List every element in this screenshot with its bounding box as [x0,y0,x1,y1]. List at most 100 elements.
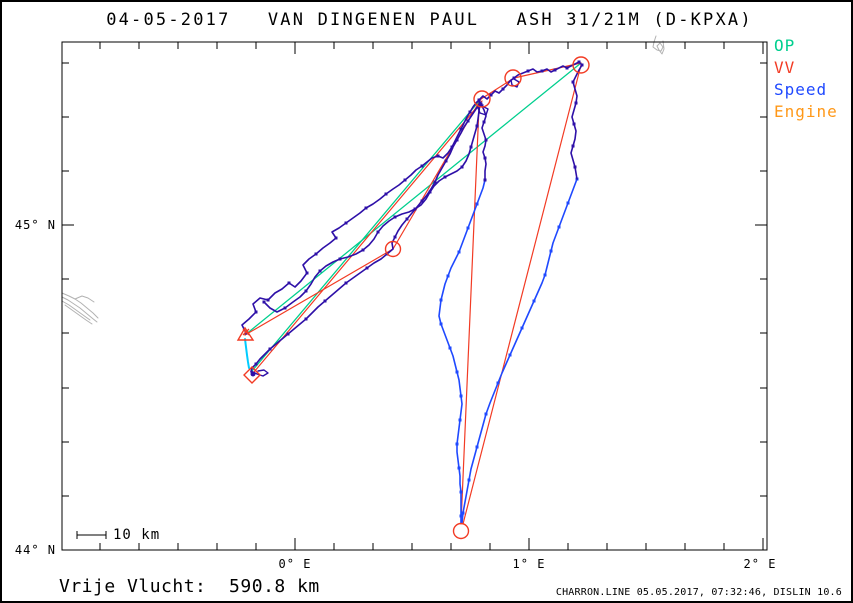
gps-track-return-lower-point-marker [323,299,327,303]
gps-track-out-upper-point-marker [450,145,454,149]
gps-track-return-lower-point-marker [393,235,397,239]
legend-item-vv: VV [774,58,796,77]
speed-track-right-point-marker [557,225,561,229]
gps-track-middle-point-marker [428,190,432,194]
speed-track-left-point-marker [446,274,450,278]
gps-track-top-leg-point-marker [501,87,505,91]
speed-track-right-point-marker [496,381,500,385]
gps-track-right-descender-point-marker [572,122,576,126]
gps-track-middle-point-marker [304,289,308,293]
speed-track-right-point-marker [475,445,479,449]
turnpoint-circle [572,56,590,74]
river-fork [74,295,95,303]
gps-track-middle-point-marker [475,124,479,128]
speed-track-left-point-marker [459,514,463,518]
map-squiggle-top [652,35,665,55]
legend-item-speed: Speed [774,80,828,99]
gps-track-return-lower-point-marker [466,119,470,123]
gps-track-return-lower-point-marker [268,347,272,351]
scale-bar-label: 10 km [113,527,161,543]
flight-distance-text: Vrije Vlucht: 590.8 km [59,576,320,597]
vv-leg-4 [462,64,582,525]
gps-track-top-leg-point-marker [477,98,481,102]
gps-track-middle-point-marker [393,215,397,219]
gps-track-middle-point-marker [376,230,380,234]
speed-track-left-point-marker [459,490,463,494]
vv-leg-6 [513,62,582,79]
gps-track-top-leg-point-marker [565,66,569,70]
gps-track-return-lower-point-marker [304,317,308,321]
finish-dot-marker [250,371,256,377]
gps-track-tp3-descender-point-marker [483,156,487,160]
gps-track-out-upper-point-marker [459,127,463,131]
gps-track-out-upper-point-marker [364,206,368,210]
gps-track-right-descender-point-marker [571,80,575,84]
tow-line [244,338,250,369]
speed-track-left-point-marker [439,298,443,302]
y-axis-label-45n: 45° N [14,218,56,232]
gps-track-top-leg-point-marker [577,60,581,64]
gps-track-top-leg-point-marker [489,93,493,97]
speed-track-right-point-marker [543,273,547,277]
river-strand-3 [61,300,91,321]
speed-track-left-point-marker [455,442,459,446]
speed-track-left-point-marker [457,466,461,470]
gps-track-return-lower-point-marker [344,281,348,285]
speed-track-left-point-marker [466,226,470,230]
gps-track-out-upper-point-marker [420,164,424,168]
y-axis-label-44n: 44° N [14,543,56,557]
speed-track-right-point-marker [566,201,570,205]
speed-track-left-point-marker [459,394,463,398]
vv-leg-5 [480,77,515,100]
gps-track-top-leg-point-marker [553,68,557,72]
gps-track-middle-point-marker [262,300,266,304]
thermal-loop-tp3 [477,104,489,116]
speed-track-right-point-marker [520,326,524,330]
vv-leg-1 [244,248,394,336]
gps-track-tp3-descender-point-marker [483,178,487,182]
gps-track-return-lower-point-marker [433,180,437,184]
x-axis-label-0e: 0° E [278,557,312,571]
gps-track-middle-point-marker [460,165,464,169]
gps-track-top-leg-point-marker [540,69,544,73]
gps-track-return-lower-point-marker [286,332,290,336]
speed-track-left-point-marker [457,250,461,254]
gps-track-tp3-descender-point-marker [484,138,488,142]
gps-track-tp3-descender-point-marker [479,102,483,106]
turnpoint-circle [384,240,402,258]
speed-track-right-point-marker [461,511,465,515]
turnpoint-circle [473,90,491,108]
gps-track-right-descender-point-marker [571,144,575,148]
gps-track-top-leg-point-marker [526,69,530,73]
start-hook [250,369,269,377]
speed-track-right-point-marker [549,249,553,253]
gps-track-middle-point-marker [443,175,447,179]
gps-track-out-upper-point-marker [244,331,248,335]
gps-track-out-upper-point-marker [436,154,440,158]
speed-track-left-point-marker [439,322,443,326]
turnpoint-circle [452,522,470,540]
speed-track-right [461,178,578,524]
speed-track-left-point-marker [458,418,462,422]
turnpoint-circle [504,69,522,87]
gps-track-out-upper-point-marker [334,236,338,240]
gps-track-out-upper-point-marker [344,221,348,225]
gps-track-return-lower-point-marker [455,138,459,142]
gps-track-middle-point-marker [361,248,365,252]
gps-track-return-lower-point-marker [420,199,424,203]
gps-track-middle [263,103,481,313]
gps-track-middle-point-marker [413,207,417,211]
gps-track-middle-point-marker [318,269,322,273]
vv-leg-3 [460,106,480,525]
gps-track-out-upper-point-marker [305,271,309,275]
plot-title: 04-05-2017 VAN DINGENEN PAUL ASH 31/21M … [106,10,753,30]
gps-track-middle-point-marker [283,306,287,310]
gps-track-out-upper-point-marker [287,281,291,285]
x-axis-label-1e: 1° E [512,557,546,571]
river-strand-4 [64,304,93,325]
dislin-credit-text: CHARRON.LINE 05.05.2017, 07:32:46, DISLI… [555,587,842,598]
vv-leg-7 [253,100,483,373]
speed-track-right-point-marker [467,478,471,482]
plot-frame [61,41,768,551]
